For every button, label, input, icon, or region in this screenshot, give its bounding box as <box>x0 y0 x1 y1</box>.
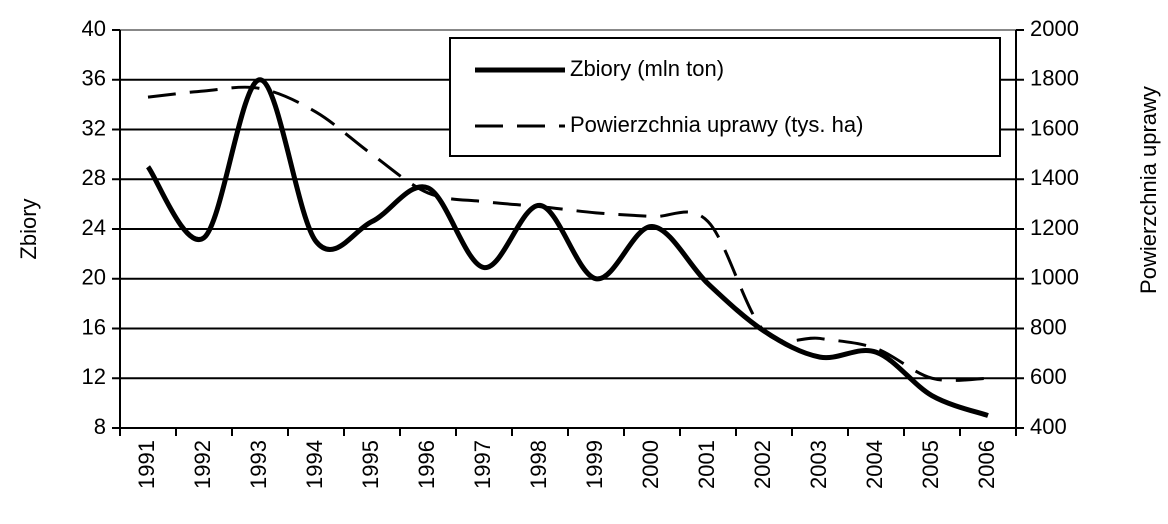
y2-tick-label: 1800 <box>1030 66 1079 91</box>
series-line <box>145 77 989 418</box>
series-line <box>147 85 989 382</box>
legend-box <box>449 37 1001 157</box>
legend-label: Powierzchnia uprawy (tys. ha) <box>570 112 863 137</box>
x-tick-label: 1992 <box>190 440 215 489</box>
x-tick-label: 2000 <box>638 440 663 489</box>
y-tick-label: 36 <box>82 66 106 91</box>
x-tick-label: 2003 <box>806 440 831 489</box>
y-tick-label: 8 <box>94 414 106 439</box>
y-tick-label: 40 <box>82 16 106 41</box>
y-tick-label: 20 <box>82 265 106 290</box>
y-tick-label: 24 <box>82 215 106 240</box>
x-tick-label: 1996 <box>414 440 439 489</box>
y2-tick-label: 800 <box>1030 314 1067 339</box>
y2-axis-title: Powierzchnia uprawy <box>1136 86 1161 294</box>
y-tick-label: 28 <box>82 165 106 190</box>
x-tick-label: 2001 <box>694 440 719 489</box>
y2-tick-label: 1600 <box>1030 115 1079 140</box>
legend-label: Zbiory (mln ton) <box>570 56 724 81</box>
y2-tick-label: 1400 <box>1030 165 1079 190</box>
y2-tick-label: 1000 <box>1030 265 1079 290</box>
x-tick-label: 1997 <box>470 440 495 489</box>
x-tick-label: 1993 <box>246 440 271 489</box>
y2-tick-label: 2000 <box>1030 16 1079 41</box>
y2-tick-label: 600 <box>1030 364 1067 389</box>
y-tick-label: 16 <box>82 314 106 339</box>
y-tick-label: 32 <box>82 115 106 140</box>
y2-tick-label: 1200 <box>1030 215 1079 240</box>
x-tick-label: 1998 <box>526 440 551 489</box>
y2-tick-label: 400 <box>1030 414 1067 439</box>
y-tick-label: 12 <box>82 364 106 389</box>
x-tick-label: 2006 <box>974 440 999 489</box>
x-tick-label: 1994 <box>302 440 327 489</box>
x-tick-label: 1991 <box>134 440 159 489</box>
x-tick-label: 2004 <box>862 440 887 489</box>
y-axis-title: Zbiory <box>16 198 41 259</box>
x-tick-label: 1999 <box>582 440 607 489</box>
x-tick-label: 2002 <box>750 440 775 489</box>
x-tick-label: 2005 <box>918 440 943 489</box>
x-tick-label: 1995 <box>358 440 383 489</box>
